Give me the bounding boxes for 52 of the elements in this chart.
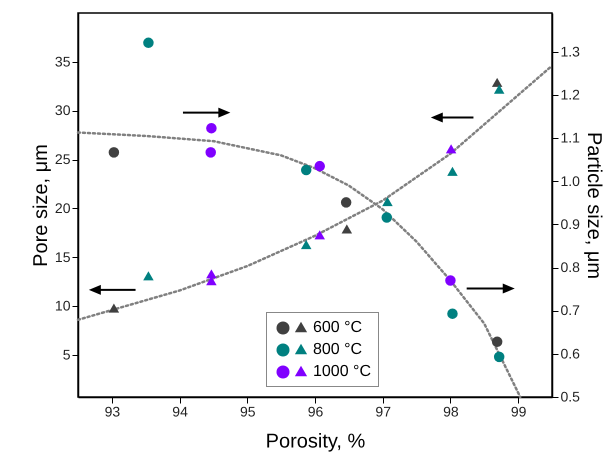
- point: [492, 336, 502, 348]
- y-tick-label: 20: [54, 200, 71, 216]
- point: [206, 269, 217, 278]
- point: [445, 275, 456, 286]
- point: [314, 160, 325, 172]
- point: [342, 224, 352, 234]
- point: [143, 38, 154, 48]
- point: [108, 147, 120, 158]
- y-tick-label: 10: [54, 298, 71, 314]
- point: [143, 271, 154, 280]
- point: [340, 197, 352, 208]
- legend-label: 800 °C: [313, 341, 362, 358]
- x-tick-label: 95: [240, 404, 256, 420]
- y-tick-label: 25: [54, 151, 71, 168]
- point: [108, 304, 120, 313]
- y2-tick-label: 0.9: [560, 216, 580, 232]
- y2-tick-label: 1.1: [560, 130, 580, 146]
- point: [300, 240, 312, 250]
- point: [300, 164, 312, 176]
- point: [382, 197, 393, 206]
- y2-tick-label: 0.8: [560, 259, 580, 276]
- y2-tick-label: 1.3: [560, 43, 580, 60]
- x-tick-label: 96: [308, 404, 324, 420]
- y-axis-title: Pore size, μm: [30, 144, 52, 267]
- x-axis-title: Porosity, %: [266, 430, 366, 452]
- y-tick-label: 35: [54, 53, 71, 70]
- y2-tick-label: 0.6: [560, 345, 580, 362]
- point: [447, 166, 458, 176]
- point: [494, 352, 504, 362]
- point: [206, 122, 217, 134]
- x-tick-label: 98: [443, 404, 459, 420]
- y2-tick-label: 1.0: [560, 172, 580, 189]
- x-tick-label: 93: [104, 404, 120, 420]
- point: [382, 212, 392, 223]
- x-tick-label: 94: [172, 404, 188, 420]
- y-tick-label: 5: [62, 346, 71, 362]
- legend-label: 1000 °C: [313, 363, 371, 380]
- point: [447, 308, 458, 319]
- point: [492, 78, 502, 87]
- x-tick-label: 97: [375, 404, 392, 420]
- y2-axis-title: Particle size, μm: [582, 132, 605, 280]
- point: [205, 147, 216, 158]
- y-tick-label: 15: [54, 248, 71, 265]
- x-tick-label: 99: [510, 404, 527, 420]
- y2-tick-label: 0.7: [560, 302, 580, 318]
- y2-tick-label: 0.5: [560, 388, 580, 404]
- point: [314, 230, 325, 240]
- point: [446, 144, 456, 154]
- legend-label: 600 °C: [313, 319, 362, 336]
- y2-tick-label: 1.2: [560, 86, 580, 102]
- y-tick-label: 30: [54, 102, 71, 118]
- point: [494, 84, 504, 94]
